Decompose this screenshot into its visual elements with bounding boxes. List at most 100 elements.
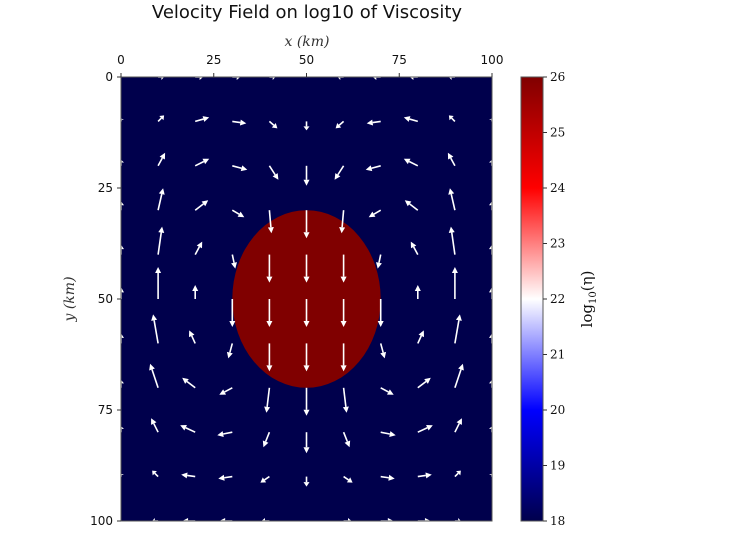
arrow-head [219,518,226,521]
arrow-head [489,426,492,429]
velocity-arrow [266,299,273,327]
arrow-shaft [190,335,196,344]
arrow-head [489,333,492,338]
arrow-head [231,262,237,269]
arrow-head [387,518,394,521]
arrow-head [121,333,124,338]
velocity-arrow [151,418,159,433]
arrow-head [303,409,310,416]
velocity-arrow [226,343,234,359]
arrow-shaft [380,431,390,435]
arrow-head [181,472,188,479]
arrow-head [389,431,396,437]
arrow-shaft [224,387,233,393]
velocity-arrow [232,119,247,126]
velocity-arrow [158,77,165,80]
arrow-shaft [157,157,163,167]
plot-area [121,77,492,521]
arrow-head [121,118,124,120]
colorbar-label: log10(η) [578,271,599,328]
arrow-shaft [417,380,427,389]
arrow-head [272,77,276,80]
y-tick-label: 50 [98,292,113,306]
velocity-arrow [454,518,461,521]
arrow-head [199,77,204,80]
arrow-head [261,518,265,521]
axes: 0 25 50 75 100 0 25 50 75 100 [90,53,503,528]
arrow-shaft [194,203,204,211]
velocity-arrow [409,77,418,80]
arrow-head [365,165,373,172]
arrow-head [414,285,421,291]
arrow-head [410,241,417,249]
velocity-arrow [219,387,233,395]
velocity-arrow [180,425,196,433]
arrow-head [303,321,310,327]
arrow-head [425,472,432,479]
arrow-head [424,377,431,384]
arrow-shaft [154,472,159,478]
arrow-head [121,426,124,429]
arrow-head [340,276,347,283]
arrow-head [340,321,347,327]
arrow-shaft [151,369,159,389]
arrow-head [372,77,377,80]
arrow-shaft [417,474,426,478]
arrow-shaft [194,246,201,255]
velocity-arrow [149,363,159,389]
arrow-shaft [341,210,345,228]
arrow-head [403,158,411,165]
arrow-head [202,158,210,165]
arrow-shaft [194,118,204,123]
velocity-arrow [447,152,456,167]
arrow-shaft [342,387,347,407]
velocity-arrow [380,387,394,395]
x-tick-label: 0 [117,53,125,67]
arrow-head [158,226,165,233]
arrow-head [303,126,310,131]
chart-title: Velocity Field on log10 of Viscosity [152,2,463,23]
arrow-shaft [380,475,389,479]
velocity-arrow [417,425,433,433]
arrow-head [303,482,310,487]
velocity-arrow [232,77,241,80]
arrow-head [151,314,158,321]
velocity-arrow [403,158,419,167]
arrow-head [342,406,349,413]
velocity-arrow [372,77,381,80]
arrow-shaft [268,210,272,228]
arrow-shaft [153,423,159,433]
arrow-shaft [224,475,233,479]
arrow-head [152,470,157,476]
colorbar-tick-label: 21 [550,348,565,362]
arrow-shaft [409,118,419,123]
colorbar-tick-label: 23 [550,237,565,251]
velocity-arrow [151,314,159,344]
arrow-shaft [153,320,159,344]
arrow-shaft [264,475,270,481]
arrow-shaft [372,120,381,124]
arrow-shaft [337,165,345,176]
velocity-arrow [377,299,384,327]
velocity-arrow [303,165,310,186]
velocity-arrow [417,518,431,521]
velocity-arrow [417,472,432,479]
arrow-head [456,418,462,425]
arrow-head [489,201,492,206]
velocity-arrow [157,226,165,255]
velocity-arrow [380,474,395,481]
velocity-arrow [121,473,124,477]
arrow-shaft [454,472,459,478]
arrow-head [489,118,492,120]
arrow-head [202,116,210,122]
velocity-arrow [454,363,464,389]
velocity-arrow [334,165,345,180]
arrow-head [489,287,492,293]
velocity-arrow [218,474,233,481]
arrow-head [424,518,431,521]
arrow-shaft [379,343,384,353]
velocity-arrow [448,188,456,211]
velocity-arrow [229,299,236,327]
velocity-arrow [262,431,271,448]
